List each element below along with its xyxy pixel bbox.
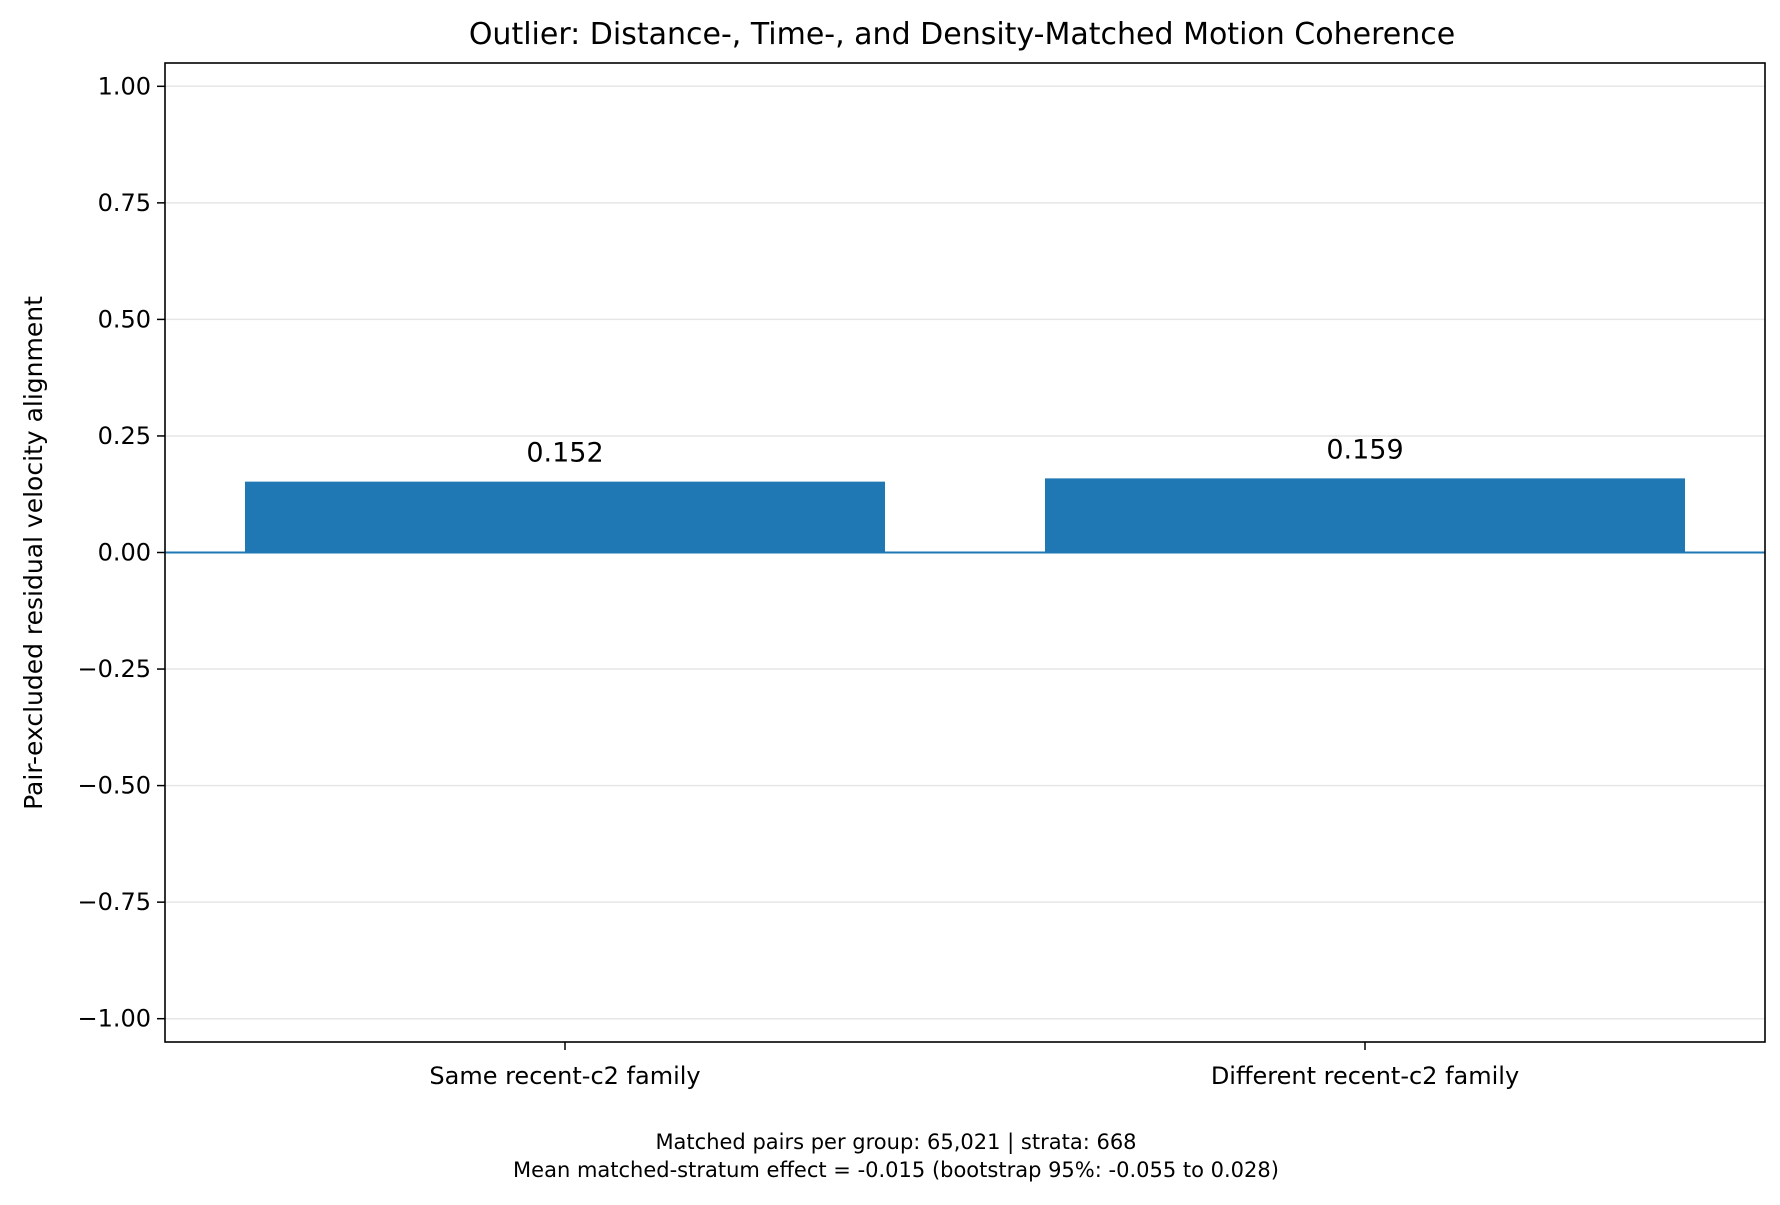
x-axis-ticks: Same recent-c2 family Different recent-c2… [429, 1042, 1519, 1090]
footer-note-line-2: Mean matched-stratum effect = -0.015 (bo… [513, 1158, 1279, 1182]
chart-title: Outlier: Distance-, Time-, and Density-M… [469, 17, 1455, 52]
y-tick-label-5: −0.25 [77, 655, 151, 683]
y-tick-label-1: 0.75 [98, 189, 151, 217]
footer-note-line-1: Matched pairs per group: 65,021 | strata… [655, 1130, 1136, 1155]
y-tick-label-8: −1.00 [77, 1005, 151, 1033]
y-axis-ticks: 1.00 0.75 0.50 0.25 0.00 −0.25 −0.50 −0.75 −1.00 [77, 72, 165, 1033]
y-tick-label-6: −0.50 [77, 772, 151, 800]
y-axis-label: Pair-excluded residual velocity alignmen… [19, 296, 48, 810]
y-tick-label-0: 1.00 [98, 72, 151, 100]
x-tick-label-2: Different recent-c2 family [1211, 1062, 1519, 1090]
x-tick-label-1: Same recent-c2 family [429, 1062, 700, 1090]
bars [245, 478, 1685, 553]
bar-value-label-2: 0.159 [1326, 434, 1403, 465]
y-tick-label-7: −0.75 [77, 888, 151, 916]
bar-1 [245, 481, 885, 553]
y-tick-label-3: 0.25 [98, 422, 151, 450]
bar-2 [1045, 478, 1685, 553]
y-tick-label-4: 0.00 [98, 539, 151, 567]
bar-value-label-1: 0.152 [526, 438, 603, 469]
bar-value-labels: 0.152 0.159 [526, 434, 1403, 468]
y-tick-label-2: 0.50 [98, 305, 151, 333]
